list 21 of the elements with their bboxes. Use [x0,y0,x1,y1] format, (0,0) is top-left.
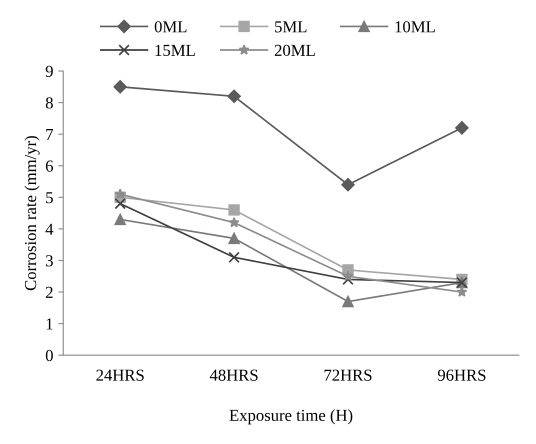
x-axis-title: Exposure time (H) [230,409,352,424]
y-tick-label: 8 [46,97,53,109]
x-tick-label: 24HRS [96,370,144,381]
y-tick-label: 1 [46,318,53,330]
y-tick-label: 0 [46,350,53,362]
y-tick-label: 2 [46,286,53,298]
y-tick-label: 9 [46,66,53,77]
y-tick-label: 5 [46,192,53,204]
x-tick-label: 96HRS [438,370,486,381]
legend-label: 5ML [275,21,306,32]
y-axis-title: Corrosion rate (mm/yr) [24,136,40,290]
y-tick-label: 7 [46,129,54,140]
y-tick-label: 3 [46,255,53,266]
y-tick-label: 6 [46,160,54,172]
x-tick-label: 48HRS [210,370,258,381]
x-tick-label: 72HRS [324,370,372,381]
legend-label: 15ML [156,44,195,56]
legend-label: 20ML [274,44,315,56]
y-tick-label: 4 [46,224,54,235]
legend-label: 10ML [396,21,435,32]
legend-label: 0ML [154,21,186,32]
